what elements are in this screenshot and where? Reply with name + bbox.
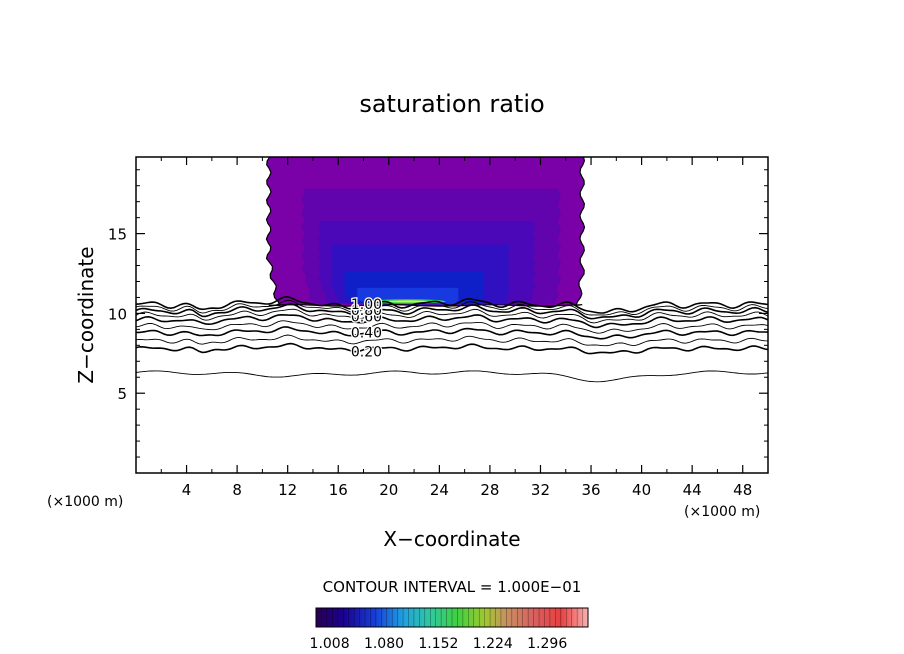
contour-line xyxy=(136,370,768,383)
contour-line xyxy=(136,320,768,334)
x-tick-label: 4 xyxy=(182,481,192,499)
colorbar-tick-label: 1.296 xyxy=(527,636,567,652)
colorbar-tick-label: 1.080 xyxy=(364,636,404,652)
x-tick-label: 32 xyxy=(531,481,550,499)
contour-line xyxy=(136,326,768,340)
contour-line xyxy=(136,342,768,355)
contour-line xyxy=(136,334,768,347)
contour-line xyxy=(136,295,768,314)
fill-region-peak xyxy=(386,300,430,303)
contour-labels: 0.20 0.400.600.801.00 xyxy=(350,296,384,362)
x-tick-label: 16 xyxy=(329,481,348,499)
colorbar-tick-labels: 1.008 1.080 1.152 1.224 1.296 xyxy=(310,636,568,652)
contour-lines xyxy=(136,295,768,383)
x-tick-label: 24 xyxy=(430,481,449,499)
x-tick-label: 20 xyxy=(379,481,398,499)
contour-label: 0.20 xyxy=(351,345,382,361)
x-tick-label: 8 xyxy=(232,481,242,499)
colorbar-tick-label: 1.008 xyxy=(310,636,350,652)
x-tick-label: 36 xyxy=(581,481,600,499)
plot-frame xyxy=(135,156,769,474)
x-tick-label: 12 xyxy=(278,481,297,499)
x-tick-label: 48 xyxy=(733,481,752,499)
y-tick-label: 5 xyxy=(117,385,127,403)
contour-interval-text: CONTOUR INTERVAL = 1.000E−01 xyxy=(323,578,582,596)
x-unit-left: (×1000 m) xyxy=(47,494,123,510)
colorbar-tick-label: 1.152 xyxy=(418,636,458,652)
contour-line xyxy=(136,313,768,329)
x-tick-label: 28 xyxy=(480,481,499,499)
contour-line xyxy=(136,299,768,316)
y-axis-label: Z−coordinate xyxy=(74,246,98,383)
x-axis-label: X−coordinate xyxy=(383,527,520,551)
x-unit-right: (×1000 m) xyxy=(684,504,760,520)
x-ticks: 4 8 12 16 20 24 28 32 36 40 44 48 xyxy=(160,157,752,499)
y-tick-label: 15 xyxy=(108,226,127,244)
x-tick-label: 40 xyxy=(632,481,651,499)
colorbar-tick-label: 1.224 xyxy=(473,636,513,652)
contour-label: 0.40 xyxy=(351,326,382,342)
contour-label: 1.00 xyxy=(351,297,382,313)
y-tick-label: 10 xyxy=(108,305,127,323)
contour-line xyxy=(136,308,768,324)
supersaturation-fill xyxy=(265,157,586,307)
chart-title: saturation ratio xyxy=(359,90,544,118)
x-tick-label: 44 xyxy=(683,481,702,499)
contour-label: 0.60 xyxy=(351,310,382,326)
colorbar-segments xyxy=(321,608,583,627)
contour-label: 0.80 xyxy=(351,303,382,319)
y-ticks: 5 10 15 xyxy=(108,169,768,458)
contour-line xyxy=(136,303,768,320)
